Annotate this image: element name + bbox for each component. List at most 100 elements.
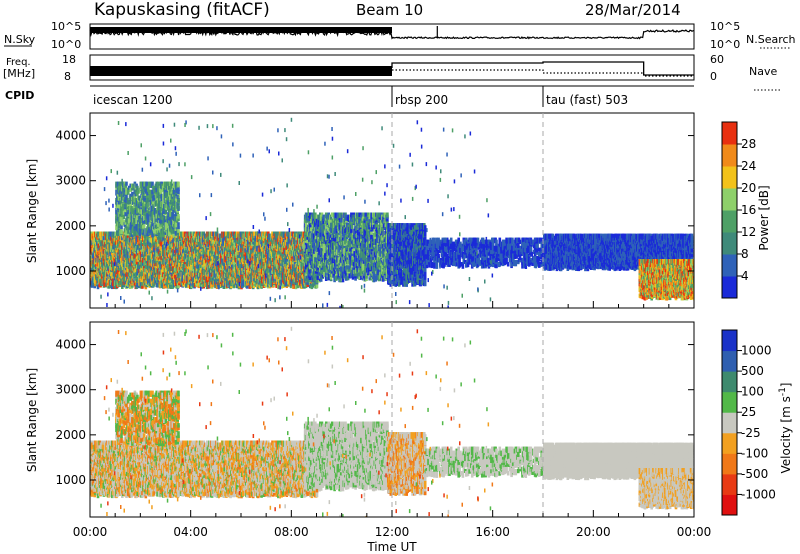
power-cell — [137, 262, 141, 269]
power-cell — [163, 237, 167, 244]
power-cell — [293, 253, 297, 261]
power-cell — [180, 245, 184, 253]
date-title: 28/Mar/2014 — [585, 1, 681, 19]
nave-tick-top: 60 — [710, 53, 724, 66]
power-cell — [150, 235, 153, 243]
power-cell — [272, 233, 275, 241]
power-cell — [233, 282, 237, 288]
power-cell — [293, 259, 297, 267]
power-cell — [114, 231, 117, 237]
nave-tick-bottom: 0 — [710, 70, 717, 83]
power-cell — [126, 253, 130, 259]
power-cell — [167, 243, 170, 250]
power-cell — [287, 231, 290, 237]
power-cell — [203, 259, 206, 267]
power-cell — [202, 231, 205, 236]
power-cell — [199, 259, 203, 265]
power-cell — [110, 278, 113, 285]
nave-label: Nave — [749, 65, 777, 78]
cpid-segment-label: rbsp 200 — [395, 93, 448, 107]
cpid-row: icescan 1200 rbsp 200 tau (fast) 503 — [93, 86, 628, 107]
power-cell — [170, 264, 174, 271]
nsearch-label: N.Search — [746, 33, 796, 46]
power-cell — [134, 266, 138, 273]
power-cell — [296, 282, 299, 289]
freq-band — [90, 66, 392, 76]
power-cell — [197, 231, 200, 237]
power-cell — [228, 264, 231, 269]
power-cell — [195, 255, 199, 263]
power-cell — [168, 251, 172, 259]
power-cell — [125, 233, 128, 238]
power-cell — [106, 255, 110, 262]
power-cell — [92, 270, 96, 277]
nave-step-line — [392, 69, 694, 77]
power-cell — [315, 282, 319, 289]
power-cell — [153, 247, 157, 253]
power-cell — [275, 231, 278, 239]
power-cell — [170, 270, 174, 277]
power-cell — [118, 278, 122, 285]
power-cell — [203, 264, 206, 269]
power-cell — [226, 253, 230, 261]
power-cell — [212, 231, 216, 236]
nsky-tick-bottom: 10^0 — [51, 38, 81, 51]
nsky-trace — [89, 26, 695, 40]
power-cell — [203, 257, 206, 263]
power-cell — [302, 262, 305, 269]
power-cell — [215, 253, 218, 261]
power-cell — [96, 247, 100, 255]
freq-trace — [90, 61, 694, 77]
power-cell — [238, 262, 242, 267]
power-cell — [229, 247, 232, 254]
power-cell — [209, 272, 212, 277]
power-cell — [234, 259, 237, 266]
power-cell — [277, 251, 280, 259]
power-cell — [130, 245, 133, 253]
beam-title: Beam 10 — [356, 1, 423, 19]
power-cell — [115, 181, 118, 188]
power-cell — [277, 231, 280, 239]
station-title: Kapuskasing (fitACF) — [94, 0, 270, 20]
power-cell — [173, 272, 177, 279]
power-cell — [315, 278, 319, 284]
power-cell — [169, 278, 173, 285]
power-cell — [179, 241, 183, 247]
power-cell — [133, 251, 137, 259]
power-cell — [236, 264, 239, 270]
power-cell — [98, 235, 101, 243]
power-cell — [199, 264, 202, 271]
power-cell — [230, 239, 234, 247]
power-cell — [146, 235, 149, 242]
power-cell — [137, 247, 140, 254]
power-cell — [278, 245, 282, 252]
power-cell — [187, 282, 190, 289]
nsky-label: N.Sky — [4, 33, 36, 46]
power-cell — [147, 272, 151, 279]
power-cell — [288, 235, 291, 243]
power-cell — [292, 274, 295, 280]
cpid-label: CPID — [5, 89, 34, 102]
cpid-segment-label: icescan 1200 — [93, 93, 172, 107]
freq-tick-bottom: 8 — [64, 70, 71, 83]
power-cell — [195, 282, 199, 287]
power-cell — [202, 280, 205, 288]
power-cell — [156, 282, 159, 288]
power-cell — [201, 276, 205, 282]
power-cell — [141, 253, 144, 261]
power-cell — [245, 239, 248, 246]
power-cell — [115, 189, 118, 196]
nsky-tick-top: 10^5 — [51, 20, 81, 33]
power-cell — [116, 230, 120, 236]
power-cell — [283, 272, 287, 279]
power-cell — [241, 280, 245, 287]
power-cell — [261, 245, 264, 252]
freq-label: Freq. — [6, 57, 31, 68]
power-cell — [176, 247, 179, 253]
power-cell — [194, 272, 198, 280]
power-cell — [140, 266, 143, 272]
cpid-segment-label: tau (fast) 503 — [546, 93, 628, 107]
power-cell — [117, 268, 121, 275]
power-cell — [234, 235, 237, 243]
